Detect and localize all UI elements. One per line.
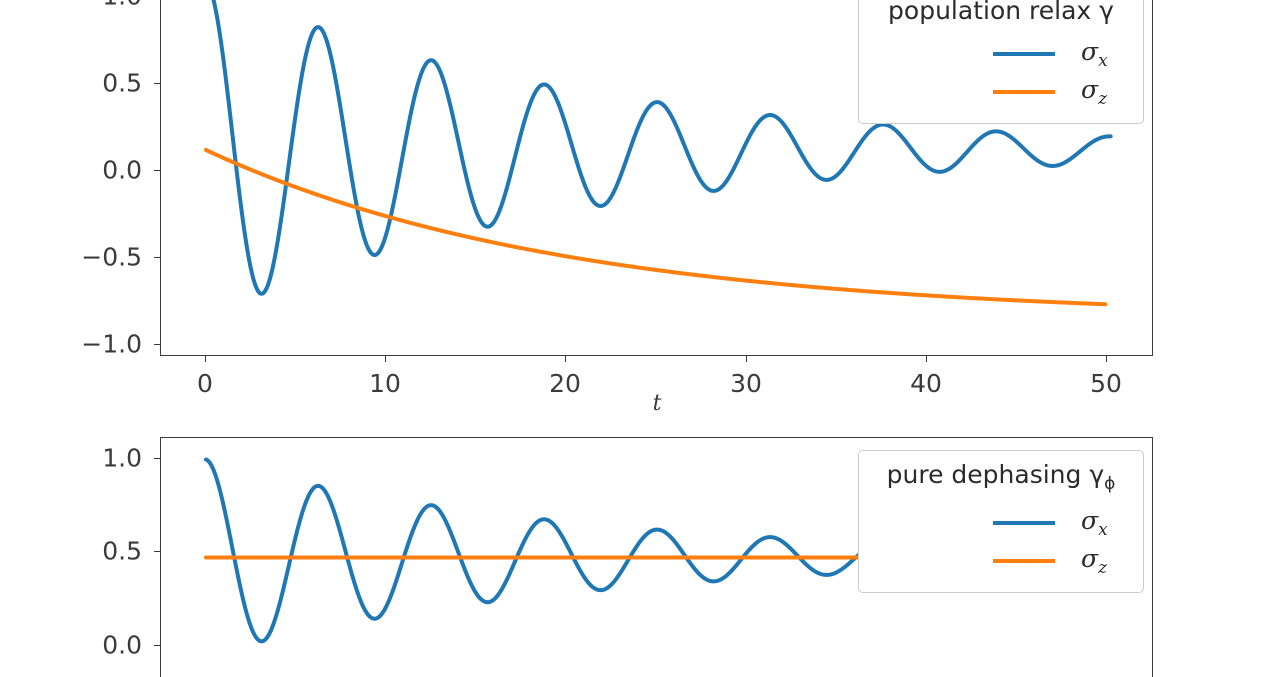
xtick-mark [926,356,927,362]
legend-label-sigma-z: σz [1081,543,1108,578]
xtick-mark [385,356,386,362]
ytick-label: 0.0 [102,630,142,660]
legend-item-sigma-x[interactable]: σx [875,35,1127,73]
ytick-label: −1.0 [81,329,142,359]
legend-title: population relax γ [875,0,1127,25]
ytick-label: 1.0 [102,443,142,473]
xtick-label: 50 [1090,369,1122,398]
ytick-mark [154,645,160,646]
legend-item-sigma-x[interactable]: σx [875,504,1127,542]
xtick-label: 20 [549,369,581,398]
ytick-mark [154,83,160,84]
xtick-mark [565,356,566,362]
legend-label-sigma-x: σx [1081,505,1108,540]
plot-curves-population-relax [161,0,1152,355]
xtick-label: 30 [730,369,762,398]
ytick-label: 0.5 [102,68,142,98]
legend-swatch-sigma-x [993,51,1055,56]
legend-title-text: pure dephasing γϕ [886,460,1116,494]
legend-item-sigma-z[interactable]: σz [875,73,1127,111]
legend-swatch-sigma-x [993,520,1055,525]
ytick-mark [154,344,160,345]
ytick-mark [154,170,160,171]
ytick-label: −0.5 [81,242,142,272]
xtick-label: 40 [910,369,942,398]
legend-population-relax: population relax γ σx σz [858,0,1144,124]
xaxis-label: t [652,391,662,416]
series-sigma-z [206,150,1105,304]
legend-swatch-sigma-z [993,558,1055,563]
xtick-label: 0 [197,369,213,398]
ytick-label: 1.0 [46,0,142,11]
xtick-mark [1106,356,1107,362]
xtick-label: 10 [369,369,401,398]
legend-pure-dephasing: pure dephasing γϕ σx σz [858,450,1144,593]
ytick-mark [154,257,160,258]
ytick-label: 0.0 [102,155,142,185]
ytick-mark [154,458,160,459]
legend-swatch-sigma-z [993,89,1055,94]
xtick-mark [205,356,206,362]
legend-title-text: population relax γ [888,0,1114,25]
ytick-mark [154,551,160,552]
xtick-mark [746,356,747,362]
ytick-label: 0.5 [102,536,142,566]
legend-label-sigma-z: σz [1081,74,1108,109]
legend-item-sigma-z[interactable]: σz [875,542,1127,580]
legend-title: pure dephasing γϕ [875,461,1127,494]
legend-label-sigma-x: σx [1081,36,1108,71]
